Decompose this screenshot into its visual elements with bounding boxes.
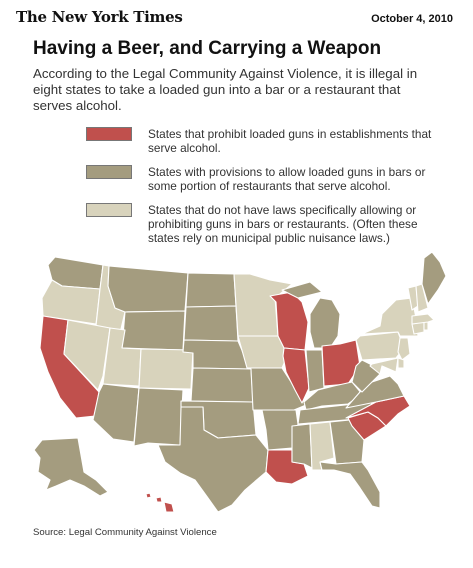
state-ny — [361, 297, 419, 337]
source-note: Source: Legal Community Against Violence — [33, 527, 217, 538]
state-wy — [121, 310, 186, 351]
state-nm — [133, 387, 184, 447]
legend-item-allow: States with provisions to allow loaded g… — [86, 165, 436, 193]
state-co — [138, 348, 194, 390]
masthead: The New York Times — [16, 8, 183, 26]
state-sd — [183, 305, 239, 342]
legend-label-allow: States with provisions to allow loaded g… — [148, 165, 426, 193]
state-ks — [190, 367, 254, 403]
state-mo — [246, 367, 307, 411]
state-mt — [107, 265, 189, 313]
state-in — [305, 349, 325, 393]
state-nv — [63, 319, 111, 391]
legend-swatch-allow — [86, 165, 132, 179]
state-nj — [397, 337, 411, 361]
state-nd — [185, 272, 237, 308]
legend: States that prohibit loaded guns in esta… — [86, 127, 436, 255]
state-mi — [281, 281, 341, 349]
state-fl — [319, 461, 381, 509]
legend-label-prohibit: States that prohibit loaded guns in esta… — [148, 127, 432, 155]
state-ga — [329, 419, 365, 465]
state-ri — [423, 321, 429, 331]
legend-label-no-law: States that do not have laws specificall… — [148, 203, 418, 245]
legend-item-prohibit: States that prohibit loaded guns in esta… — [86, 127, 436, 155]
state-nh — [415, 283, 429, 313]
state-il — [282, 347, 310, 404]
legend-swatch-no-law — [86, 203, 132, 217]
state-hi — [145, 492, 175, 513]
state-me — [421, 251, 447, 305]
us-map — [33, 251, 447, 513]
intro-text: According to the Legal Community Against… — [33, 66, 418, 113]
date: October 4, 2010 — [371, 13, 453, 25]
state-pa — [355, 331, 405, 361]
headline: Having a Beer, and Carrying a Weapon — [33, 38, 382, 59]
state-va — [345, 375, 405, 409]
state-az — [92, 383, 140, 443]
state-ms — [291, 423, 313, 469]
state-tx — [157, 406, 269, 513]
legend-item-no-law: States that do not have laws specificall… — [86, 203, 436, 245]
state-de — [397, 357, 405, 369]
state-ma — [411, 313, 435, 325]
state-ak — [33, 437, 109, 497]
legend-swatch-prohibit — [86, 127, 132, 141]
